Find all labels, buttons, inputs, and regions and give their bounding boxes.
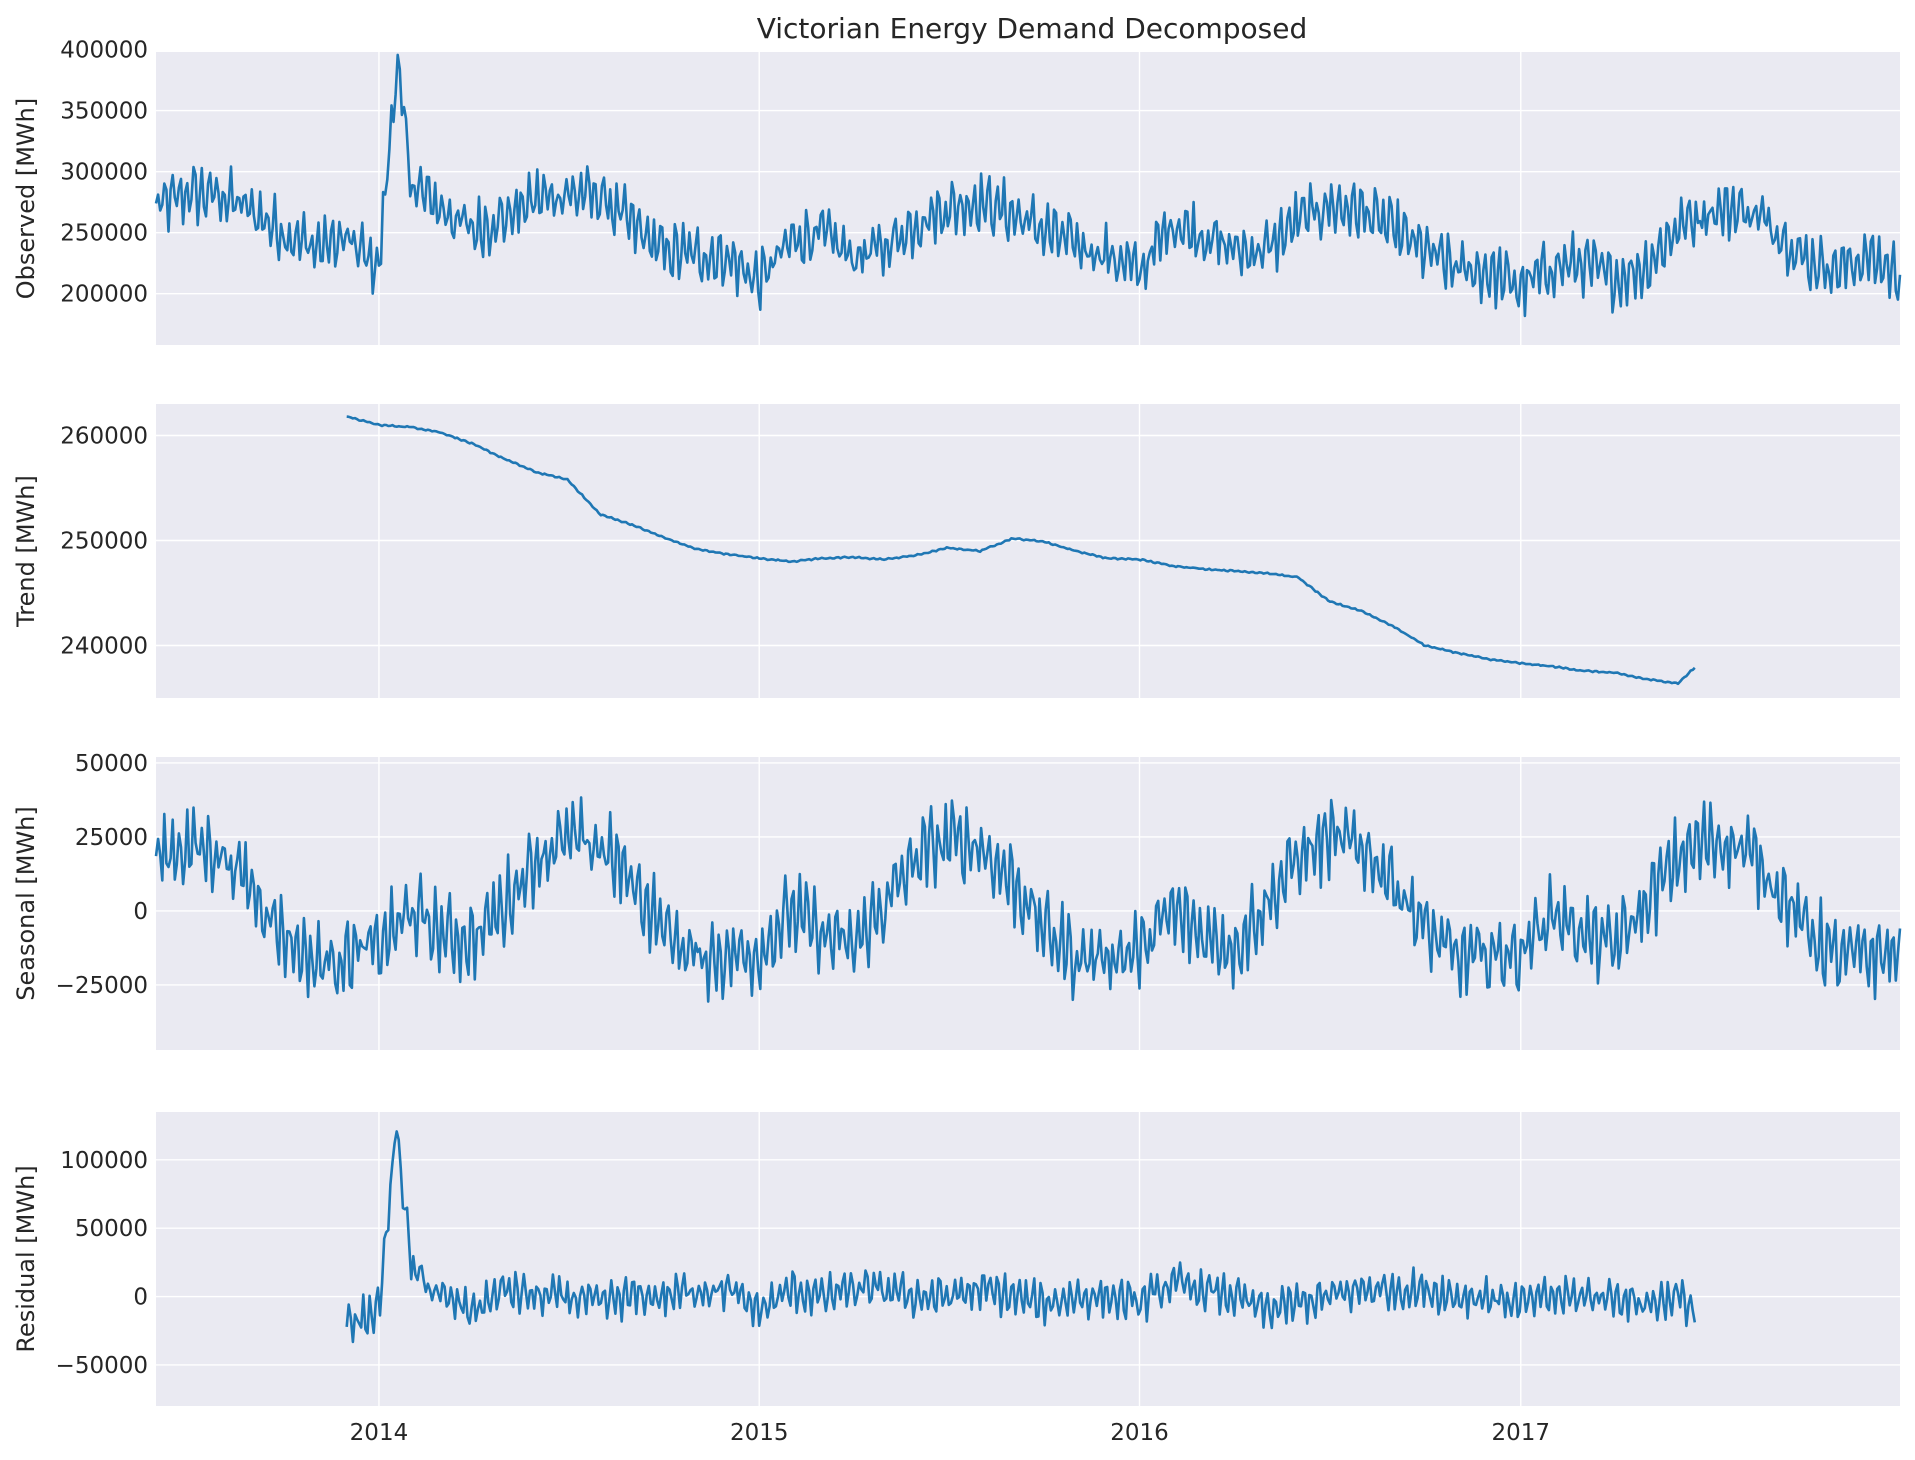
plot-background	[156, 757, 1900, 1050]
y-tick-label: 300000	[60, 160, 148, 186]
y-tick-label: 100000	[60, 1148, 148, 1174]
y-tick-label: 400000	[60, 38, 148, 64]
x-tick-label: 2017	[1492, 1420, 1551, 1446]
panel-observed: 200000 250000 300000 350000 400000 Observed […	[12, 38, 1902, 345]
observed-series-line	[154, 53, 1902, 318]
y-tick-label: −50000	[56, 1353, 148, 1379]
y-tick-label: 50000	[75, 751, 148, 777]
seasonal-series-line	[154, 796, 1902, 1003]
y-tick-label: 260000	[60, 424, 148, 450]
y-tick-label: 200000	[60, 282, 148, 308]
y-tick-label: 0	[133, 1285, 148, 1311]
y-tick-label: 250000	[60, 529, 148, 555]
x-tick-label: 2014	[350, 1420, 409, 1446]
y-axis-title: Residual [MWh]	[12, 1165, 40, 1352]
plot-background	[156, 52, 1900, 345]
residual-series-line	[345, 1130, 1697, 1344]
figure-title: Victorian Energy Demand Decomposed	[757, 12, 1308, 45]
y-axis-title: Seasonal [MWh]	[12, 806, 40, 1000]
y-tick-label: 50000	[75, 1216, 148, 1242]
panel-residual: −50000 0 50000 100000 Residual [MWh]	[12, 1112, 1900, 1406]
trend-series-line	[346, 415, 1696, 686]
y-axis-title: Trend [MWh]	[12, 475, 40, 628]
plot-background	[156, 1112, 1900, 1406]
y-tick-label: 350000	[60, 99, 148, 125]
y-tick-label: −25000	[56, 973, 148, 999]
y-tick-label: 240000	[60, 634, 148, 660]
panel-seasonal: −25000 0 25000 50000 Seasonal [MWh]	[12, 751, 1902, 1050]
x-tick-label: 2016	[1110, 1420, 1169, 1446]
y-tick-label: 25000	[75, 825, 148, 851]
y-tick-label: 0	[133, 899, 148, 925]
plot-background	[156, 404, 1900, 698]
x-tick-label: 2015	[730, 1420, 789, 1446]
y-axis-title: Observed [MWh]	[12, 98, 40, 299]
y-tick-label: 250000	[60, 221, 148, 247]
x-axis-labels: 2014 2015 2016 2017	[350, 1420, 1550, 1446]
panel-trend: 240000 250000 260000 Trend [MWh]	[12, 404, 1900, 698]
